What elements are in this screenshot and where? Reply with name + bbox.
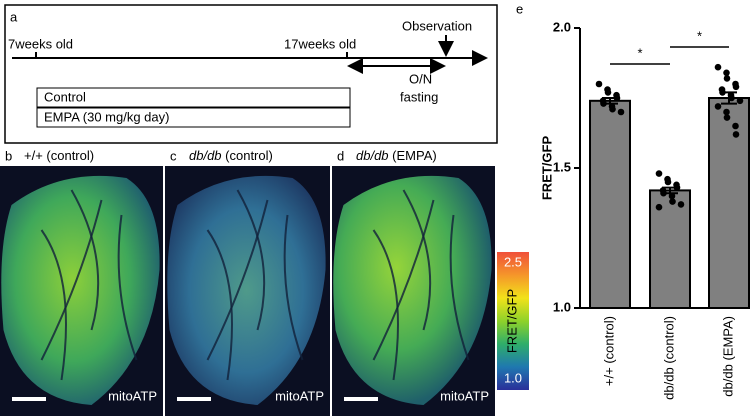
colorbar-title: FRET/GFP <box>504 289 519 353</box>
timeline-label: 17weeks old <box>284 36 356 51</box>
scale-bar <box>344 397 378 401</box>
vessel <box>70 189 100 331</box>
data-point <box>736 97 744 105</box>
data-point <box>604 89 612 96</box>
data-point <box>655 170 663 177</box>
data-point <box>668 192 676 200</box>
scale-bar <box>177 397 211 401</box>
data-point <box>728 94 735 102</box>
vessel <box>236 189 266 331</box>
fasting-label: fasting <box>400 89 438 104</box>
panel-label: c <box>170 148 177 163</box>
data-point <box>617 108 625 116</box>
x-tick-label: db/db (EMPA) <box>720 316 735 397</box>
group-box <box>36 87 351 108</box>
panel-title-italic: db/db <box>189 148 222 163</box>
vessel <box>402 189 432 331</box>
group-label: EMPA (30 mg/kg day) <box>44 109 169 124</box>
vessel <box>283 214 304 361</box>
image-footer: mitoATP <box>275 388 324 403</box>
data-point <box>673 184 681 191</box>
x-tick-label: +/+ (control) <box>601 316 616 386</box>
panel-a-frame <box>4 4 498 144</box>
data-point <box>677 201 685 208</box>
panel-title: +/+ (control) <box>24 148 94 163</box>
significance-label: * <box>697 28 702 43</box>
data-point <box>664 178 672 186</box>
data-point <box>714 63 722 71</box>
data-point <box>719 89 726 96</box>
data-point <box>600 100 607 107</box>
significance-label: * <box>637 45 642 60</box>
panel-title-text: (EMPA) <box>389 148 437 163</box>
panel-title: db/db (EMPA) <box>356 148 437 163</box>
data-point <box>669 198 676 205</box>
panel-label: b <box>5 148 12 163</box>
timeline-label: Observation <box>402 18 472 33</box>
scale-bar <box>12 397 46 401</box>
panel-label: d <box>337 148 344 163</box>
vessel <box>40 199 103 361</box>
data-point <box>732 122 739 130</box>
image-footer: mitoATP <box>440 388 489 403</box>
data-point <box>595 80 603 88</box>
data-point <box>613 94 621 102</box>
panel-label: a <box>10 9 18 24</box>
data-point <box>655 203 663 211</box>
data-point <box>723 114 731 121</box>
data-point <box>732 83 740 91</box>
group-box <box>36 107 351 128</box>
data-point <box>723 69 730 77</box>
y-tick-label: 2.0 <box>553 19 571 34</box>
fasting-label: O/N <box>409 71 432 86</box>
panel-title-text: +/+ (control) <box>24 148 94 163</box>
data-point <box>723 75 731 82</box>
colorbar <box>497 252 529 390</box>
panel-title: db/db (control) <box>189 148 273 163</box>
data-point <box>723 108 730 116</box>
colorbar-tick-label: 2.5 <box>504 254 522 269</box>
data-point <box>660 189 667 197</box>
data-point <box>714 103 722 110</box>
bar <box>708 97 750 309</box>
vessel <box>372 199 435 361</box>
vessel <box>206 229 233 381</box>
panel-title-text: (control) <box>222 148 273 163</box>
y-tick-label: 1.0 <box>553 299 571 314</box>
bar <box>589 99 631 309</box>
data-point <box>732 131 740 138</box>
colorbar-tick-label: 1.0 <box>504 370 522 385</box>
panel-title-italic: db/db <box>356 148 389 163</box>
timeline-label: 7weeks old <box>8 36 73 51</box>
vessel <box>449 214 470 361</box>
data-point <box>609 105 616 113</box>
y-axis-label: FRET/GFP <box>539 136 554 201</box>
x-tick-label: db/db (control) <box>661 316 676 400</box>
vessel <box>117 214 138 361</box>
y-tick-label: 1.5 <box>553 159 571 174</box>
panel-label: e <box>516 1 523 16</box>
vessel <box>372 229 399 381</box>
vessel <box>40 229 67 381</box>
group-label: Control <box>44 89 86 104</box>
vessel <box>206 199 269 361</box>
image-footer: mitoATP <box>108 388 157 403</box>
